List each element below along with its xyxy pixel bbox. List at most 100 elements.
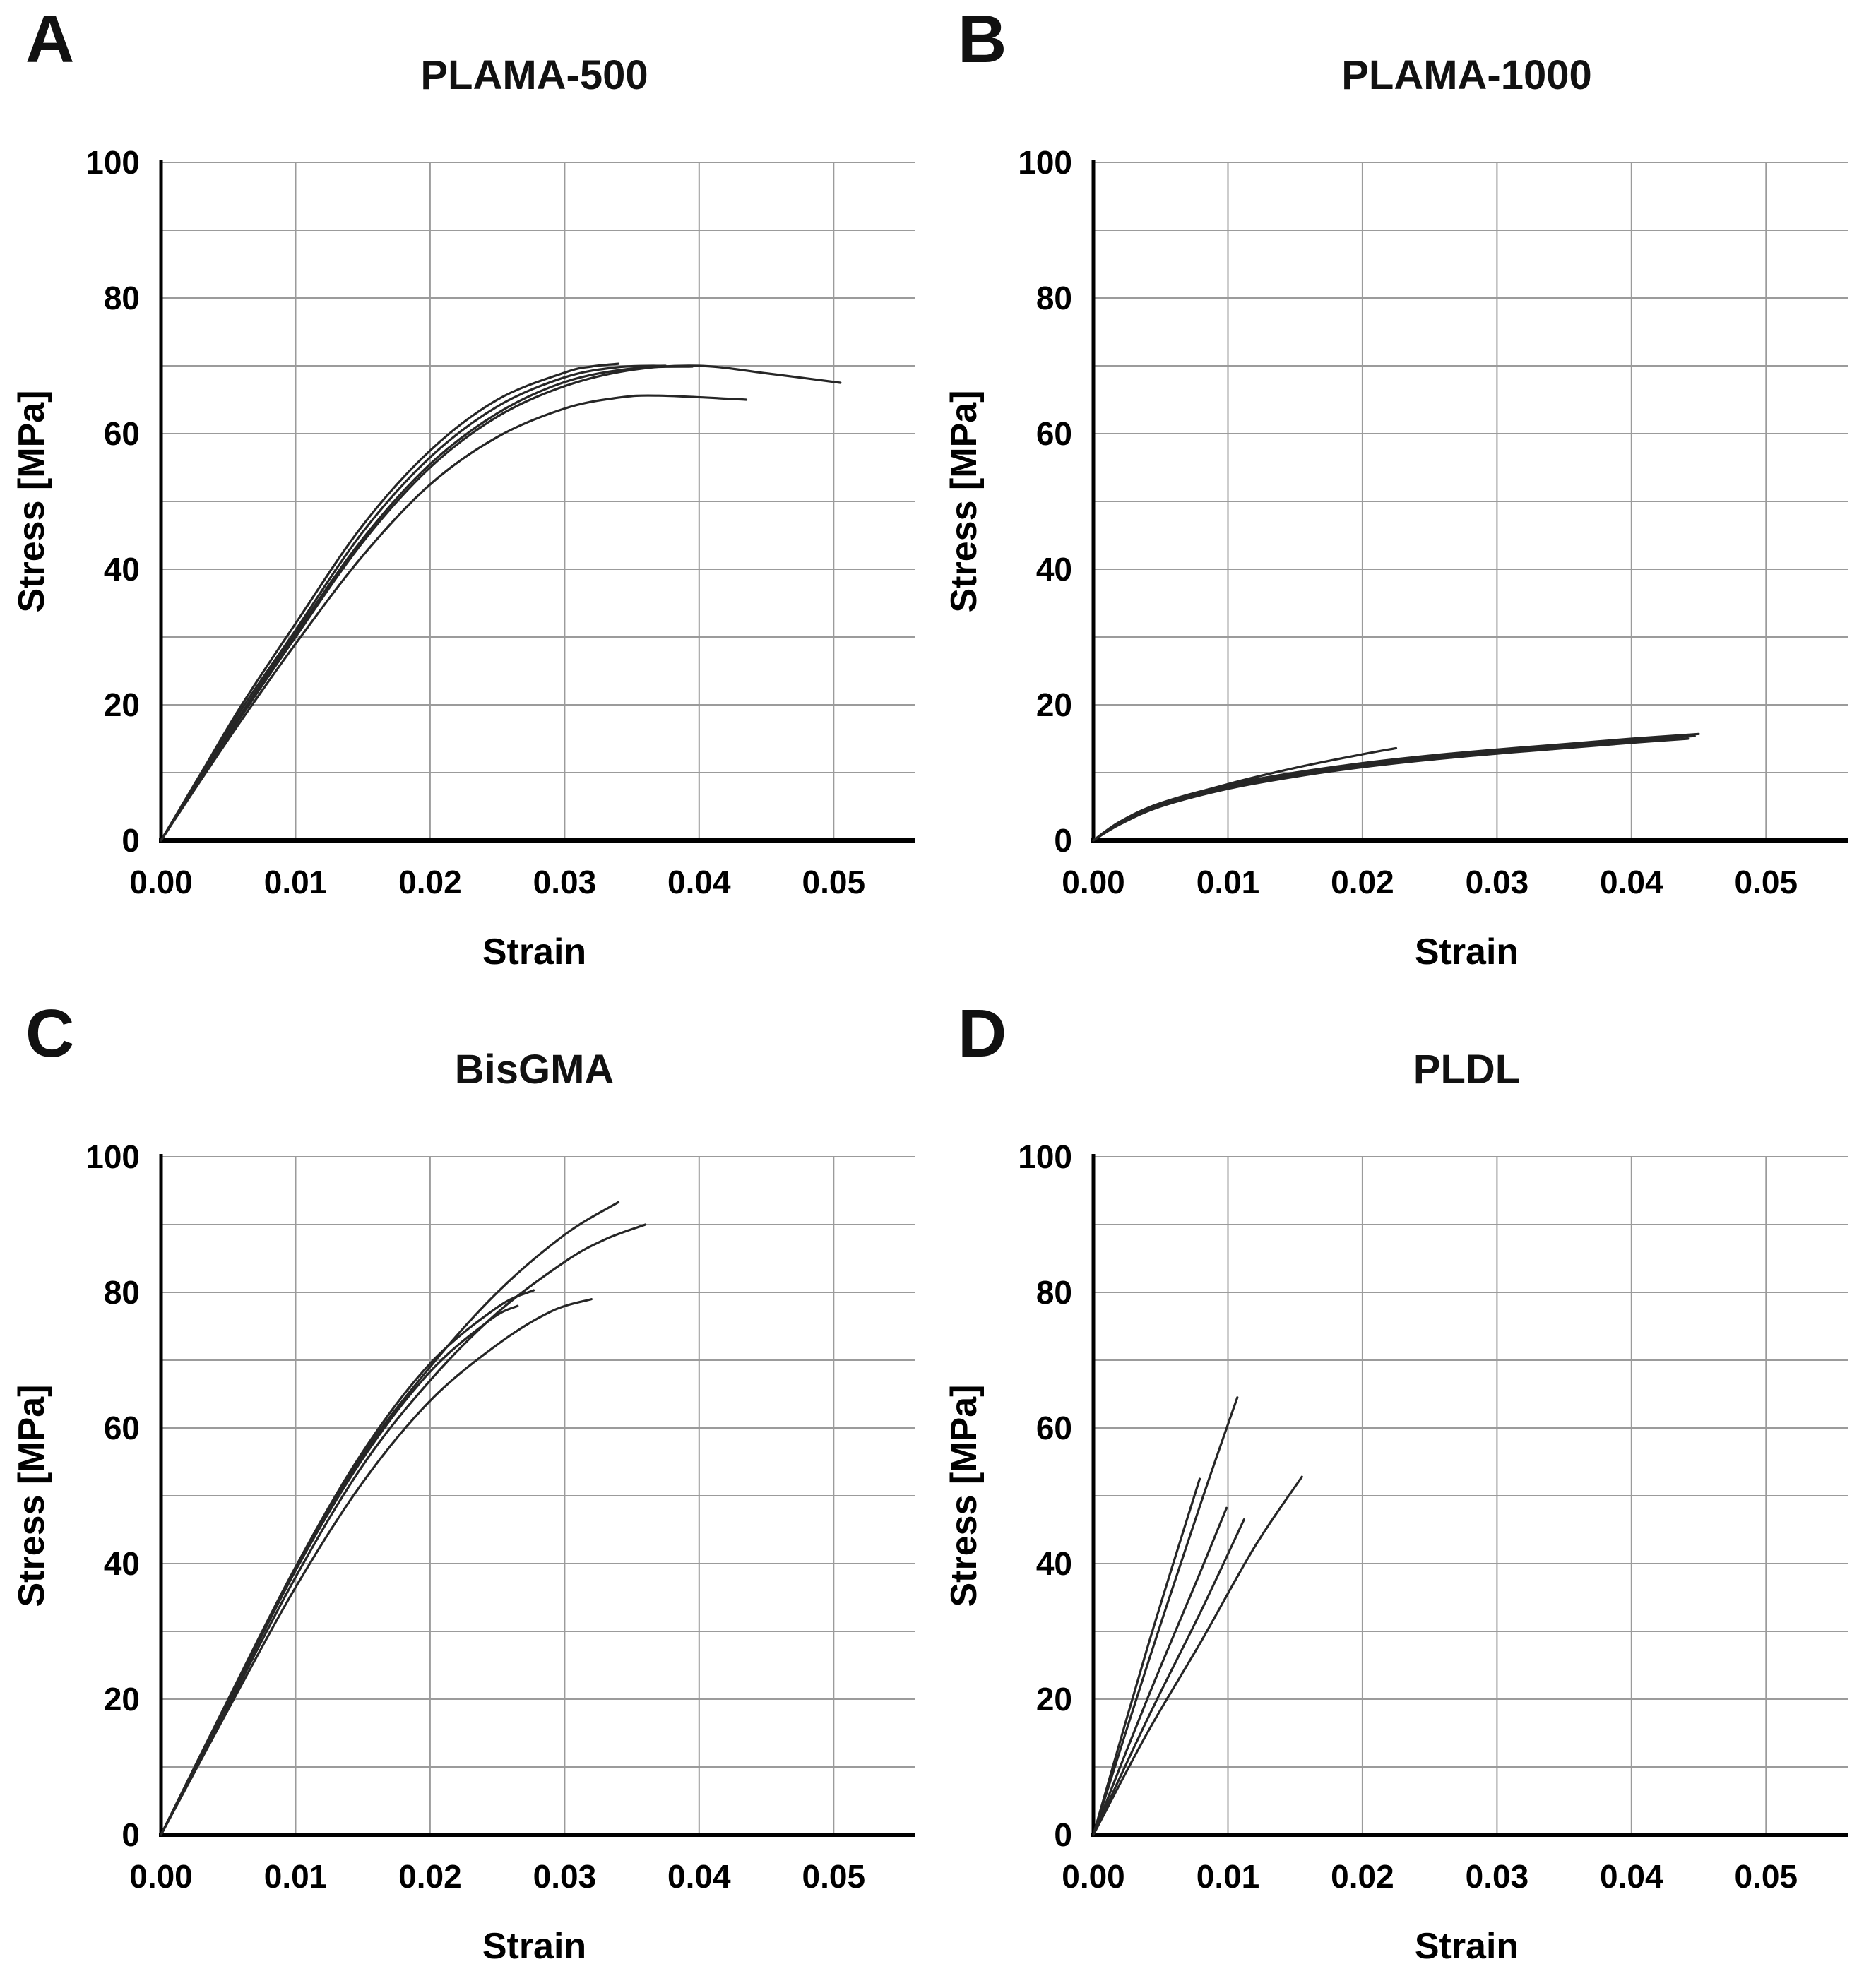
y-tick-label-0: 0 (121, 1816, 140, 1853)
curve-specimen-4 (1092, 1518, 1245, 1836)
curve-specimen-5 (160, 394, 748, 842)
y-tick-label-60: 60 (104, 1410, 140, 1446)
x-axis-title: Strain (482, 1926, 586, 1967)
stress-strain-chart-plama-500: 0 20 40 60 80 100 0.00 0.01 0.02 0.03 0.04 0.05 Stra… (11, 144, 915, 972)
x-tick-label-0.02: 0.02 (1331, 864, 1394, 900)
y-tick-label-40: 40 (1036, 1545, 1072, 1582)
curve-specimen-3 (160, 1289, 535, 1836)
stress-strain-chart-pldl: 0 20 40 60 80 100 0.00 0.01 0.02 0.03 0.04 0.05 Stra… (944, 1138, 1848, 1967)
curve-specimen-5 (1092, 1475, 1303, 1836)
y-axis-title: Stress [MPa] (944, 391, 985, 613)
curves (160, 362, 842, 842)
curve-specimen-4 (160, 1298, 593, 1836)
y-axis-title: Stress [MPa] (11, 391, 52, 613)
x-axis-title: Strain (482, 931, 586, 972)
x-tick-label-0.02: 0.02 (1331, 1858, 1394, 1895)
x-tick-label-0.03: 0.03 (1466, 864, 1529, 900)
x-axis-title: Strain (1415, 1926, 1519, 1967)
panel-letter-c: C (25, 996, 75, 1071)
y-tick-label-60: 60 (1036, 1410, 1072, 1446)
curve-specimen-2 (1092, 1396, 1239, 1836)
x-tick-label-0.03: 0.03 (1466, 1858, 1529, 1895)
y-axis-title: Stress [MPa] (11, 1385, 52, 1607)
stress-strain-chart-plama-1000: 0 20 40 60 80 100 0.00 0.01 0.02 0.03 0.04 0.05 Stra… (944, 144, 1848, 972)
y-tick-label-80: 80 (104, 280, 140, 316)
y-tick-label-60: 60 (104, 415, 140, 452)
x-tick-label-0.03: 0.03 (533, 864, 597, 900)
curve-specimen-2 (160, 1223, 647, 1836)
stress-strain-chart-bisgma: 0 20 40 60 80 100 0.00 0.01 0.02 0.03 0.04 0.05 Stra… (11, 1138, 915, 1967)
panel-c: C BisGMA 0 20 40 60 80 100 0.00 0.01 0.02 0.03 0.0… (0, 994, 932, 1988)
y-tick-label-40: 40 (104, 551, 140, 588)
x-tick-label-0.04: 0.04 (667, 1858, 731, 1895)
x-tick-label-0.01: 0.01 (1197, 864, 1260, 900)
x-tick-label-0.05: 0.05 (802, 1858, 866, 1895)
x-axis-title: Strain (1415, 931, 1519, 972)
curve-specimen-5 (160, 1304, 519, 1836)
y-tick-label-60: 60 (1036, 415, 1072, 452)
panel-title-plama-1000: PLAMA-1000 (1341, 52, 1592, 98)
x-tick-label-0.00: 0.00 (1062, 1858, 1125, 1895)
y-tick-label-0: 0 (1054, 822, 1072, 859)
panel-letter-a: A (25, 1, 75, 77)
panel-a: A PLAMA-500 0 20 40 60 80 100 0.00 0.01 0.02 0.03… (0, 0, 932, 994)
x-tick-label-0.00: 0.00 (1062, 864, 1125, 900)
x-tick-label-0.01: 0.01 (264, 1858, 328, 1895)
x-tick-label-0.01: 0.01 (1197, 1858, 1260, 1895)
x-tick-label-0.05: 0.05 (802, 864, 866, 900)
panel-title-pldl: PLDL (1413, 1047, 1521, 1093)
gridlines (1093, 1156, 1848, 1835)
x-tick-label-0.05: 0.05 (1735, 1858, 1798, 1895)
panel-letter-b: B (958, 1, 1007, 77)
y-tick-label-20: 20 (104, 686, 140, 723)
panel-title-bisgma: BisGMA (454, 1047, 615, 1093)
y-tick-label-0: 0 (1054, 1816, 1072, 1853)
x-tick-label-0.02: 0.02 (398, 864, 462, 900)
curve-specimen-1 (160, 1201, 620, 1836)
curve-specimen-3 (1092, 732, 1700, 842)
y-tick-label-20: 20 (104, 1681, 140, 1718)
panel-letter-d: D (958, 996, 1007, 1071)
y-tick-label-20: 20 (1036, 686, 1072, 723)
curve-specimen-4 (1092, 737, 1680, 842)
x-tick-label-0.01: 0.01 (264, 864, 328, 900)
x-tick-label-0.03: 0.03 (533, 1858, 597, 1895)
y-axis-title: Stress [MPa] (944, 1385, 985, 1607)
y-tick-label-80: 80 (104, 1274, 140, 1311)
y-tick-label-100: 100 (85, 144, 140, 181)
panel-d: D PLDL 0 20 40 60 80 100 0.00 0.01 0.02 0.03 0.04 0… (932, 994, 1864, 1988)
x-tick-label-0.02: 0.02 (398, 1858, 462, 1895)
y-tick-label-40: 40 (1036, 551, 1072, 588)
y-tick-label-40: 40 (104, 1545, 140, 1582)
x-tick-label-0.00: 0.00 (129, 864, 193, 900)
gridlines (1093, 162, 1848, 840)
curve-specimen-4 (160, 364, 842, 842)
y-tick-label-100: 100 (1018, 144, 1072, 181)
y-tick-label-100: 100 (1018, 1138, 1072, 1175)
curve-specimen-1 (1092, 1477, 1201, 1836)
curve-specimen-1 (160, 362, 620, 842)
x-tick-label-0.05: 0.05 (1735, 864, 1798, 900)
x-tick-label-0.04: 0.04 (1600, 1858, 1663, 1895)
y-tick-label-100: 100 (85, 1138, 140, 1175)
curve-specimen-3 (160, 365, 694, 842)
curve-specimen-1 (1092, 734, 1696, 842)
gridlines (161, 1156, 915, 1835)
curve-specimen-5 (1092, 746, 1398, 842)
curve-specimen-2 (1092, 737, 1690, 842)
curves (1092, 732, 1700, 842)
panel-title-plama-500: PLAMA-500 (420, 52, 648, 98)
curves (160, 1201, 647, 1836)
y-tick-label-80: 80 (1036, 1274, 1072, 1311)
gridlines (161, 162, 915, 840)
y-tick-label-20: 20 (1036, 1681, 1072, 1718)
panel-b: B PLAMA-1000 0 20 40 60 80 100 0.00 0.01 0.02 0.0… (932, 0, 1864, 994)
curves (1092, 1396, 1303, 1836)
curve-specimen-3 (1092, 1506, 1228, 1836)
y-tick-label-0: 0 (121, 822, 140, 859)
y-tick-label-80: 80 (1036, 280, 1072, 316)
curve-specimen-2 (160, 364, 667, 842)
x-tick-label-0.04: 0.04 (1600, 864, 1663, 900)
x-tick-label-0.04: 0.04 (667, 864, 731, 900)
